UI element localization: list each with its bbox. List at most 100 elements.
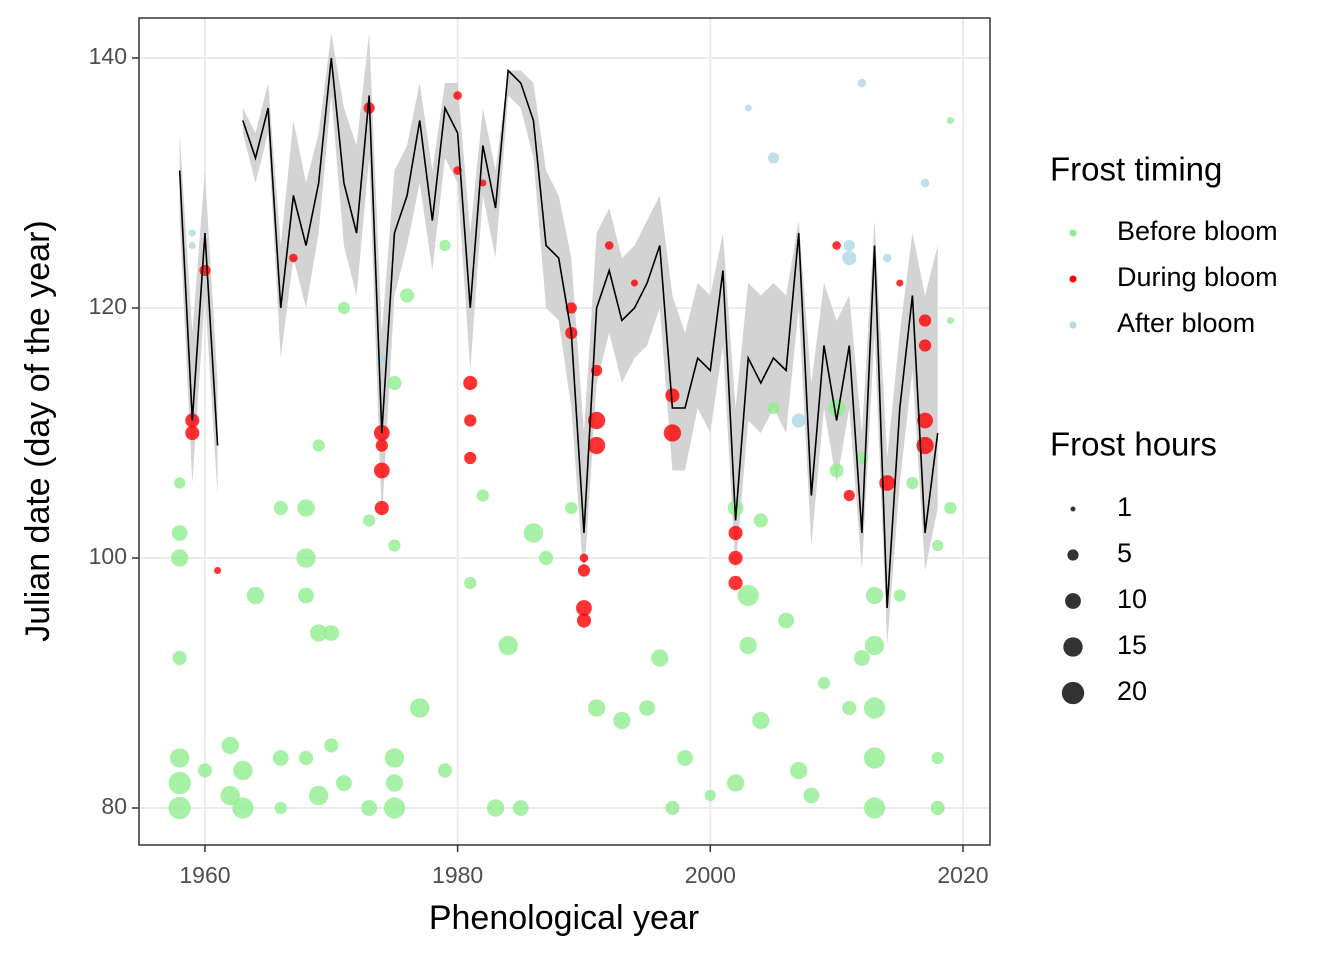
point	[778, 612, 794, 629]
point	[651, 649, 669, 667]
point	[439, 239, 451, 252]
point	[168, 796, 191, 820]
point	[920, 178, 930, 188]
point	[865, 586, 884, 605]
point	[385, 774, 404, 792]
point	[587, 699, 606, 717]
point	[498, 635, 518, 656]
point	[639, 700, 656, 716]
point	[893, 589, 906, 602]
point	[388, 539, 401, 552]
point	[916, 436, 934, 455]
ribbon	[242, 33, 938, 646]
size-legend-label: 20	[1117, 676, 1147, 706]
point	[737, 584, 759, 607]
point	[274, 801, 287, 815]
legend-marker	[1069, 321, 1077, 329]
point	[464, 451, 477, 465]
point	[289, 253, 298, 263]
point	[739, 636, 757, 655]
point	[246, 586, 265, 605]
point	[832, 241, 841, 250]
point	[199, 264, 211, 277]
x-tick-label: 2020	[937, 862, 988, 888]
legend-label: Before bloom	[1117, 216, 1278, 246]
size-legend-label: 15	[1117, 630, 1147, 660]
point	[843, 239, 855, 252]
y-tick-label: 140	[89, 43, 127, 69]
point	[577, 564, 591, 577]
point	[767, 152, 780, 164]
point	[361, 800, 378, 816]
plot-border	[138, 17, 991, 846]
point	[308, 785, 329, 806]
point	[464, 414, 477, 427]
point	[744, 104, 752, 112]
point	[587, 411, 606, 430]
point	[863, 797, 886, 819]
point	[374, 500, 389, 516]
point	[665, 800, 680, 816]
x-tick-label: 2000	[685, 862, 736, 888]
point	[944, 501, 957, 515]
x-tick-label: 1960	[179, 862, 230, 888]
line	[178, 57, 939, 609]
point	[677, 750, 693, 766]
point	[896, 279, 904, 287]
point	[188, 241, 196, 250]
point	[337, 301, 351, 315]
point	[630, 279, 639, 287]
point	[663, 424, 682, 442]
size-legend-label: 10	[1117, 584, 1147, 614]
point	[918, 314, 932, 327]
size-legend-marker	[1063, 637, 1083, 657]
point	[579, 553, 589, 563]
y-tick-label: 120	[89, 293, 127, 319]
point	[298, 587, 314, 604]
point	[576, 613, 592, 628]
x-tick-label: 1980	[432, 862, 483, 888]
point	[185, 425, 200, 441]
legend-title: Frost timing	[1050, 151, 1222, 188]
point	[296, 548, 316, 568]
point	[171, 525, 188, 541]
point	[863, 697, 886, 719]
point	[767, 401, 780, 415]
point	[932, 539, 944, 552]
point	[829, 463, 844, 478]
point	[604, 241, 614, 250]
point	[613, 711, 631, 730]
point	[817, 676, 831, 690]
ribbon-layer	[179, 33, 938, 646]
point	[512, 800, 529, 816]
point	[843, 489, 855, 502]
point	[728, 550, 743, 566]
point	[323, 625, 340, 641]
point	[918, 339, 932, 352]
point	[917, 412, 933, 429]
point	[827, 399, 846, 417]
point	[879, 475, 896, 491]
point	[272, 750, 289, 766]
size-legend-marker	[1070, 506, 1076, 512]
point	[273, 500, 288, 516]
point	[479, 179, 487, 187]
point	[298, 750, 314, 766]
point	[790, 761, 808, 780]
point	[853, 650, 870, 666]
point	[476, 489, 490, 502]
point	[842, 700, 857, 716]
point	[523, 523, 544, 543]
point	[728, 525, 743, 541]
legend-label: During bloom	[1117, 262, 1278, 292]
point	[576, 600, 592, 616]
y-tick-label: 100	[89, 543, 127, 569]
point	[437, 763, 453, 778]
legend-marker	[1069, 275, 1077, 283]
point	[665, 388, 680, 403]
y-tick-label: 80	[101, 793, 127, 819]
point	[930, 800, 945, 816]
size-legend-marker	[1067, 549, 1079, 561]
